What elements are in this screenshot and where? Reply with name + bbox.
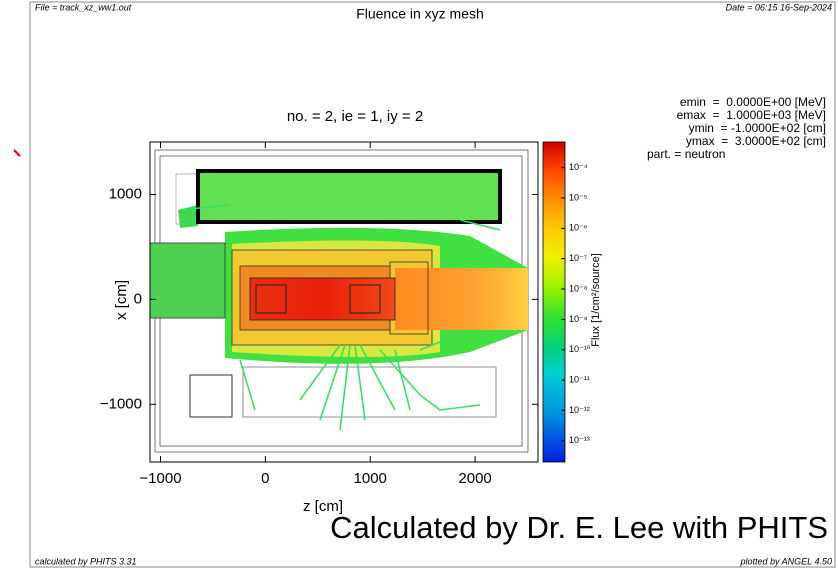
colorbar-tick-label: 10⁻⁶ <box>569 223 588 233</box>
colorbar-tick-label: 10⁻¹⁰ <box>569 344 591 354</box>
colorbar-label: Flux [1/cm²/source] <box>590 253 602 347</box>
y-tick-label: −1000 <box>100 395 142 412</box>
colorbar-tick-label: 10⁻⁷ <box>569 253 587 263</box>
x-axis-label: z [cm] <box>303 498 343 515</box>
x-tick-label: 1000 <box>354 470 387 487</box>
colorbar-tick-label: 10⁻⁴ <box>569 162 588 172</box>
x-tick-label: −1000 <box>139 470 181 487</box>
info: part. = neutron <box>647 147 725 161</box>
heatmap <box>150 142 538 462</box>
info: ymin = -1.0000E+02 [cm] <box>689 121 826 135</box>
frame <box>29 1 836 568</box>
x-tick-label: 0 <box>261 470 269 487</box>
plot-frame <box>149 141 539 463</box>
x-tick-label: 2000 <box>458 470 491 487</box>
colorbar-tick-label: 10⁻¹¹ <box>569 374 590 384</box>
footer-right: plotted by ANGEL 4.50 <box>739 556 832 566</box>
annotation: Calculated by Dr. E. Lee with PHITS <box>330 510 828 545</box>
colorbar <box>542 141 566 463</box>
info: emin = 0.0000E+00 [MeV] <box>680 95 826 109</box>
y-tick-label: 0 <box>134 290 142 307</box>
y-axis-label: x [cm] <box>113 280 130 320</box>
colorbar-tick-label: 10⁻¹² <box>569 405 590 415</box>
colorbar-tick-label: 10⁻⁵ <box>569 192 588 202</box>
file-label: File = track_xz_ww1.out <box>35 2 132 12</box>
colorbar-tick-label: 10⁻¹³ <box>569 435 590 445</box>
date-label: Date = 06:15 16-Sep-2024 <box>726 2 832 12</box>
chart-title: Fluence in xyz mesh <box>356 6 484 22</box>
subtitle: no. = 2, ie = 1, iy = 2 <box>287 108 423 125</box>
mark <box>13 149 21 157</box>
info: emax = 1.0000E+03 [MeV] <box>677 108 826 122</box>
colorbar-tick-label: 10⁻⁸ <box>569 283 588 293</box>
y-tick-label: 1000 <box>109 185 142 202</box>
footer-left: calculated by PHITS 3.31 <box>35 556 137 566</box>
info: ymax = 3.0000E+02 [cm] <box>686 134 826 148</box>
colorbar-tick-label: 10⁻⁹ <box>569 314 588 324</box>
